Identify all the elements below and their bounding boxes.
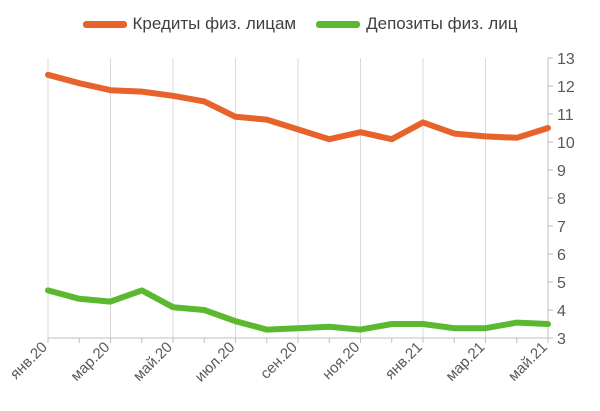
series-lines xyxy=(45,71,551,333)
chart-legend: Кредиты физ. лицам Депозиты физ. лиц xyxy=(0,14,600,34)
loans-point-15 xyxy=(516,137,518,139)
y-tick-label-3: 3 xyxy=(557,331,566,348)
x-tick-label-мар.20: мар.20 xyxy=(67,339,113,385)
deposits-point-10 xyxy=(360,329,361,331)
legend-swatch-loans xyxy=(82,20,127,28)
x-tick-label-янв.21: янв.21 xyxy=(382,339,426,383)
deposits-point-16 xyxy=(547,323,549,325)
y-tick-label-6: 6 xyxy=(557,247,566,264)
x-tick-label-сен.20: сен.20 xyxy=(257,339,301,383)
loans-point-0 xyxy=(47,74,49,76)
loans-point-1 xyxy=(78,82,80,84)
loans-point-16 xyxy=(547,127,549,129)
x-tick-label-май.21: май.21 xyxy=(505,339,551,385)
y-tick-label-7: 7 xyxy=(557,219,566,236)
deposits-point-4 xyxy=(172,306,174,308)
legend-label-loans: Кредиты физ. лицам xyxy=(132,14,297,33)
y-tick-label-12: 12 xyxy=(557,79,575,96)
loans-point-4 xyxy=(172,95,174,97)
deposits-point-6 xyxy=(235,320,236,322)
loans-point-3 xyxy=(141,91,143,93)
axes xyxy=(47,57,553,343)
deposits-point-5 xyxy=(203,309,205,311)
x-tick-label-янв.20: янв.20 xyxy=(7,339,51,383)
y-tick-label-11: 11 xyxy=(557,107,574,124)
legend-swatch-deposits xyxy=(316,20,361,28)
loans-point-10 xyxy=(360,131,361,133)
loans-point-2 xyxy=(110,89,111,91)
loans-point-9 xyxy=(328,138,330,140)
y-tick-label-9: 9 xyxy=(557,163,566,180)
y-tick-label-10: 10 xyxy=(557,135,575,152)
loans-point-13 xyxy=(453,133,455,135)
y-tick-label-4: 4 xyxy=(557,303,566,320)
deposits-point-14 xyxy=(485,327,486,329)
deposits-point-9 xyxy=(328,326,330,328)
y-tick-label-8: 8 xyxy=(557,191,566,208)
deposits-point-7 xyxy=(266,329,268,331)
deposits-point-3 xyxy=(141,289,143,291)
loans-point-11 xyxy=(391,138,393,140)
x-tick-label-май.20: май.20 xyxy=(130,339,176,385)
y-tick-labels: 3 4 5 6 7 8 9 10 11 12 13 xyxy=(557,51,575,348)
deposits-point-1 xyxy=(78,298,80,300)
deposits-point-0 xyxy=(47,289,49,291)
x-tick-labels: янв.20 мар.20 май.20 июл.20 сен.20 ноя.20 янв.… xyxy=(7,339,551,386)
loans-point-6 xyxy=(235,116,236,118)
y-tick-label-13: 13 xyxy=(557,51,575,68)
deposits-point-8 xyxy=(297,327,299,329)
loans-point-5 xyxy=(203,100,205,102)
deposits-point-2 xyxy=(110,301,111,303)
legend-item-deposits: Депозиты физ. лиц xyxy=(316,14,517,34)
deposits-point-12 xyxy=(422,323,424,325)
legend-item-loans: Кредиты физ. лицам xyxy=(82,14,297,34)
deposits-point-11 xyxy=(391,323,393,325)
x-tick-label-мар.21: мар.21 xyxy=(442,339,488,385)
x-tick-label-июл.20: июл.20 xyxy=(192,339,239,386)
x-tick-label-ноя.20: ноя.20 xyxy=(319,339,363,383)
loans-point-12 xyxy=(422,121,424,123)
y-tick-label-5: 5 xyxy=(557,275,566,292)
deposits-point-15 xyxy=(516,322,518,324)
deposits-point-13 xyxy=(453,327,455,329)
loans-point-7 xyxy=(266,119,268,121)
loans-point-14 xyxy=(485,135,486,137)
loans-point-8 xyxy=(297,128,299,130)
legend-label-deposits: Депозиты физ. лиц xyxy=(366,14,518,33)
